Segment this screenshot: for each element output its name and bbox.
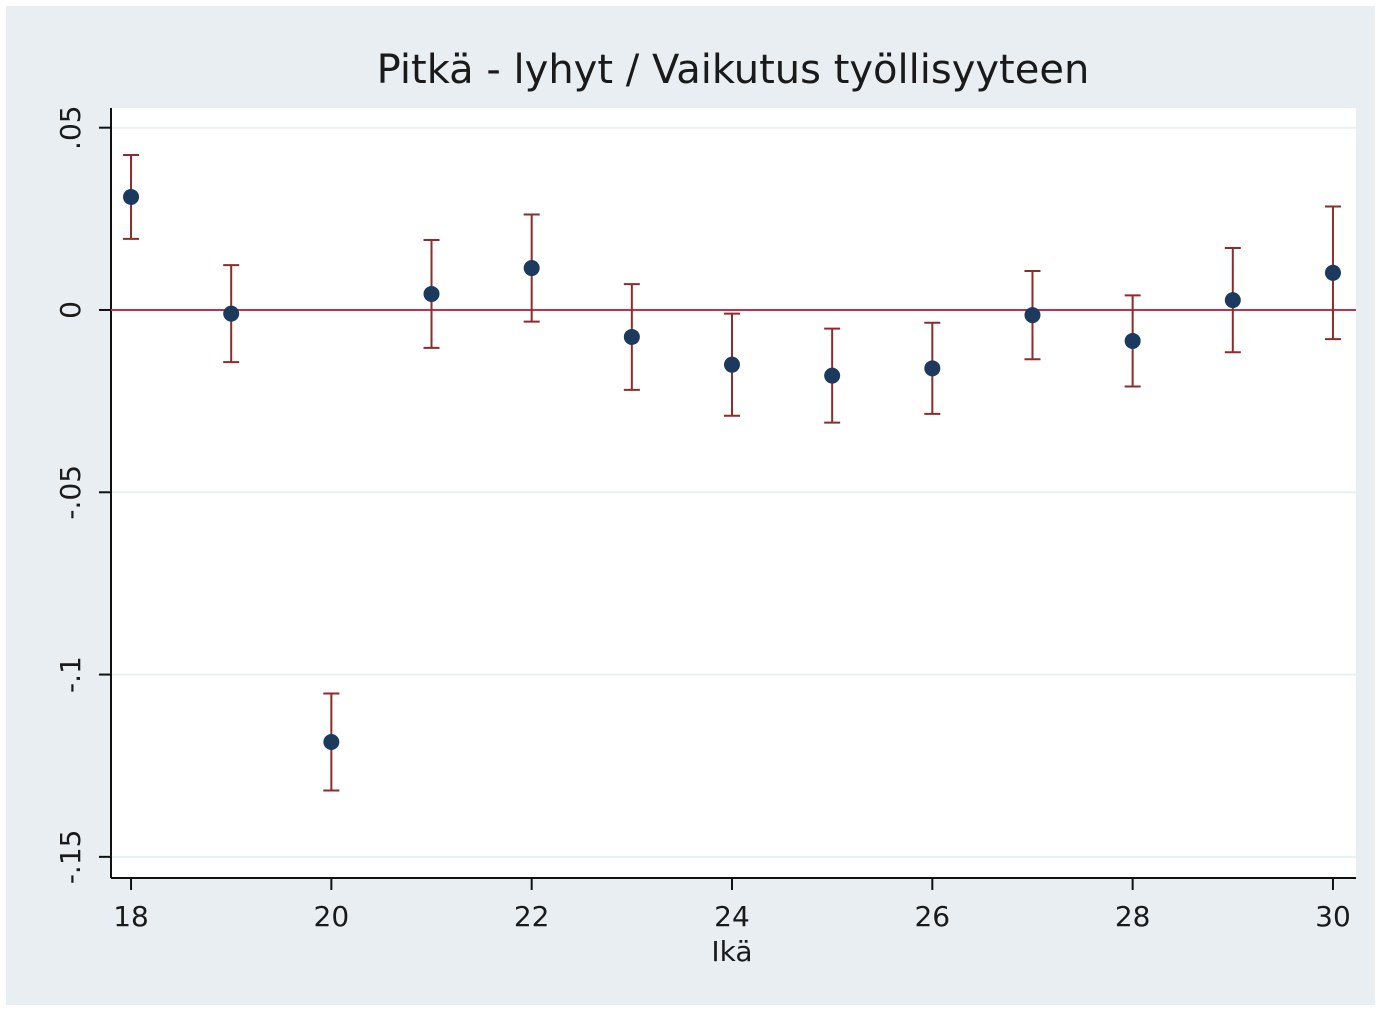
x-tick-label: 30 xyxy=(1315,900,1351,933)
point xyxy=(423,285,440,302)
point xyxy=(323,734,340,751)
x-tick-label: 26 xyxy=(914,900,950,933)
y-tick-label: -.15 xyxy=(54,830,87,885)
y-tick-label: 0 xyxy=(54,301,87,319)
point xyxy=(623,328,640,345)
point xyxy=(523,260,540,277)
x-tick-label: 20 xyxy=(314,900,350,933)
point xyxy=(1224,292,1241,309)
point xyxy=(924,360,941,377)
point xyxy=(223,305,240,322)
y-tick-label: -.1 xyxy=(54,656,87,693)
x-tick-label: 22 xyxy=(514,900,550,933)
point xyxy=(723,356,740,373)
x-axis-label: Ikä xyxy=(711,935,752,968)
point xyxy=(1124,332,1141,349)
y-tick-label: -.05 xyxy=(54,465,87,520)
point xyxy=(1024,307,1041,324)
point xyxy=(123,188,140,205)
x-tick-label: 24 xyxy=(714,900,750,933)
point xyxy=(824,367,841,384)
chart-title: Pitkä - lyhyt / Vaikutus työllisyyteen xyxy=(377,47,1090,93)
y-tick-label: .05 xyxy=(54,105,87,150)
x-tick-label: 28 xyxy=(1115,900,1151,933)
point xyxy=(1324,264,1341,281)
x-tick-label: 18 xyxy=(113,900,149,933)
